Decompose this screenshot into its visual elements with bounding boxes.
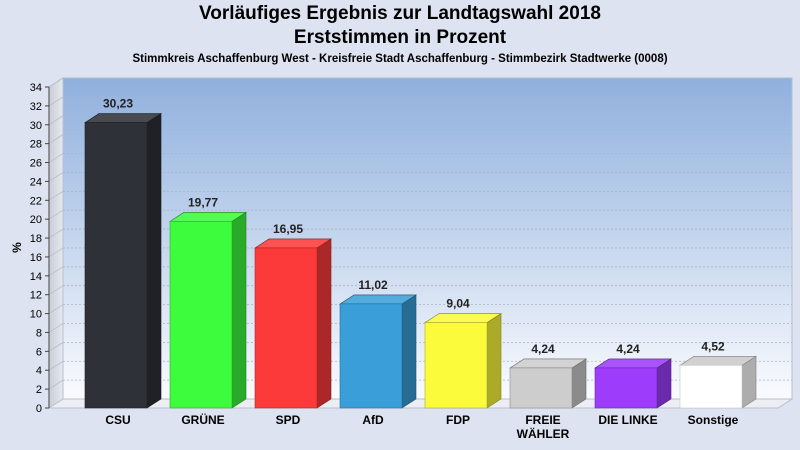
y-tick-label: 6 xyxy=(36,346,42,358)
bar-front xyxy=(509,367,573,409)
x-tick-label: GRÜNE xyxy=(181,412,224,427)
gridline-side xyxy=(48,247,64,258)
bar-top xyxy=(593,358,673,369)
x-tick-label: AfD xyxy=(362,413,384,427)
y-tick-label: 32 xyxy=(30,101,42,113)
bar-value-label: 4,24 xyxy=(531,342,555,356)
bar-side xyxy=(231,211,247,409)
bar-value-label: 9,04 xyxy=(446,297,470,311)
bar-spd: 16,95 xyxy=(253,222,333,409)
bar-side xyxy=(146,113,162,409)
y-tick-label: 4 xyxy=(36,365,42,377)
y-tick-label: 20 xyxy=(30,214,42,226)
bar-value-label: 30,23 xyxy=(103,97,133,111)
bar-front xyxy=(84,122,148,409)
x-tick-label: DIE LINKE xyxy=(598,413,657,427)
y-axis-label: % xyxy=(10,242,24,253)
y-tick-label: 28 xyxy=(30,139,42,151)
bar-grüne: 19,77 xyxy=(168,195,248,409)
y-tick-label: 30 xyxy=(30,120,42,132)
bar-top xyxy=(338,294,418,305)
gridline-side xyxy=(48,304,64,314)
x-axis: CSU GRÜNE SPD AfD FDP FREIE WÄHLER DIE LINKE Son… xyxy=(105,412,738,441)
y-tick-label: 14 xyxy=(30,271,42,283)
y-tick-label: 2 xyxy=(36,384,42,396)
gridline-side xyxy=(48,77,64,88)
x-tick-label: Sonstige xyxy=(688,413,739,427)
bar-top xyxy=(508,358,588,369)
chart-title: Vorläufiges Ergebnis zur Landtagswahl 20… xyxy=(199,3,601,24)
bar-front xyxy=(339,303,403,409)
bar-side xyxy=(316,238,332,409)
bar-top xyxy=(253,238,333,249)
bar-value-label: 19,77 xyxy=(188,195,218,209)
gridline-side xyxy=(48,190,64,201)
y-tick-label: 16 xyxy=(30,252,42,264)
y-tick-label: 0 xyxy=(36,403,42,415)
y-tick-label: 8 xyxy=(36,327,42,339)
bar-front xyxy=(679,365,743,409)
gridline-side xyxy=(48,209,64,220)
bar-value-label: 4,52 xyxy=(701,339,725,353)
bar-top xyxy=(83,113,163,123)
gridline-side xyxy=(48,266,64,277)
gridline-side xyxy=(48,153,64,163)
bar-die-linke: 4,24 xyxy=(593,342,673,409)
bar-front xyxy=(594,367,658,409)
y-tick-label: 12 xyxy=(30,290,42,302)
bars: 30,23 19,77 16,95 11,02 9,04 4,24 4,24 4,52 xyxy=(83,97,758,409)
y-tick-label: 34 xyxy=(30,82,42,94)
gridline-side xyxy=(48,115,64,126)
bar-top xyxy=(423,313,503,323)
gridline-side xyxy=(48,342,64,352)
x-tick-label: CSU xyxy=(105,413,130,427)
bar-csu: 30,23 xyxy=(83,97,163,409)
bar-front xyxy=(254,247,318,409)
chart-region-caption: Stimmkreis Aschaffenburg West - Kreisfre… xyxy=(132,53,668,65)
bar-side xyxy=(486,313,502,409)
bar-top xyxy=(168,212,248,222)
bar-sonstige: 4,52 xyxy=(678,339,758,409)
y-tick-label: 24 xyxy=(30,176,42,188)
y-tick-label: 18 xyxy=(30,233,42,245)
gridline-side xyxy=(48,228,64,239)
x-tick-label: FREIE WÄHLER xyxy=(517,413,570,441)
plot-side-wall xyxy=(48,77,64,409)
bar-value-label: 11,02 xyxy=(358,278,388,292)
gridline-side xyxy=(48,96,64,107)
bar-front xyxy=(169,221,233,409)
bar-freie-wähler: 4,24 xyxy=(508,342,588,409)
gridline-side xyxy=(48,360,64,371)
gridline-side xyxy=(48,285,64,296)
bar-side xyxy=(401,294,417,409)
bar-fdp: 9,04 xyxy=(423,297,503,409)
bar-value-label: 4,24 xyxy=(616,342,640,356)
gridline-side xyxy=(48,172,64,182)
x-tick-label: FDP xyxy=(446,413,470,427)
chart-subtitle: Erststimmen in Prozent xyxy=(293,27,507,48)
gridline-side xyxy=(48,323,64,333)
y-tick-label: 22 xyxy=(30,195,42,207)
bar-front xyxy=(424,322,488,409)
bar-top xyxy=(678,356,758,366)
x-tick-label: SPD xyxy=(276,413,301,427)
bar-value-label: 16,95 xyxy=(273,222,303,236)
y-tick-label: 10 xyxy=(30,309,42,321)
gridline-side xyxy=(48,134,64,144)
y-tick-label: 26 xyxy=(30,158,42,170)
gridline-side xyxy=(48,379,64,390)
bar-afd: 11,02 xyxy=(338,278,418,409)
